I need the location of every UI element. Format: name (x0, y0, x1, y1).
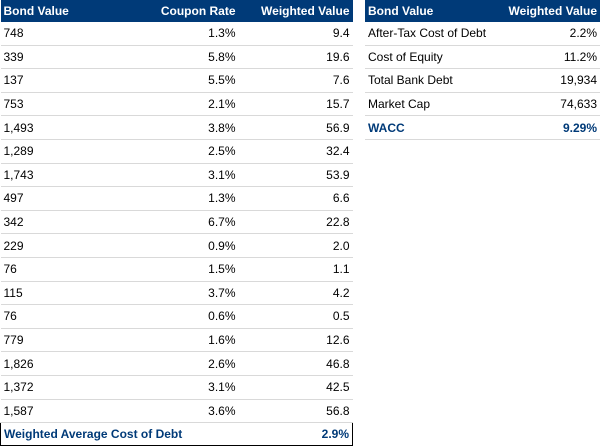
coupon-rate-cell: 3.1% (95, 163, 239, 188)
table-row: 229 0.9% 2.0 (0, 233, 353, 258)
coupon-rate-cell: 3.6% (95, 399, 239, 424)
weighted-value-cell: 15.7 (238, 92, 353, 117)
table-row: 137 5.5% 7.6 (0, 68, 353, 93)
coupon-rate-cell: 5.5% (95, 68, 239, 93)
bond-value-cell: 779 (0, 328, 96, 353)
coupon-rate-cell: 2.6% (95, 351, 239, 376)
weighted-average-label: Weighted Average Cost of Debt (0, 422, 239, 446)
weighted-value-cell: 46.8 (238, 351, 353, 376)
table-row: Cost of Equity 11.2% (365, 45, 600, 70)
coupon-rate-cell: 0.9% (95, 233, 239, 258)
bond-table: Bond Value Coupon Rate Weighted Value 74… (0, 0, 353, 446)
metric-label-cell: WACC (365, 115, 505, 140)
table-row: 753 2.1% 15.7 (0, 92, 353, 117)
metric-value-cell: 9.29% (505, 115, 600, 140)
table-row: 779 1.6% 12.6 (0, 328, 353, 353)
coupon-rate-cell: 0.6% (95, 304, 239, 329)
metric-label-cell: After-Tax Cost of Debt (365, 22, 505, 46)
coupon-rate-cell: 2.1% (95, 92, 239, 117)
coupon-rate-cell: 1.6% (95, 328, 239, 353)
metric-label-cell: Market Cap (365, 92, 505, 117)
header-wacc-bond-value: Bond Value (365, 0, 505, 22)
bond-value-cell: 115 (0, 281, 96, 306)
coupon-rate-cell: 1.3% (95, 22, 239, 46)
weighted-average-value: 2.9% (238, 422, 353, 446)
table-row: 339 5.8% 19.6 (0, 45, 353, 70)
metric-value-cell: 11.2% (505, 45, 600, 70)
bond-value-cell: 1,587 (0, 399, 96, 424)
table-row: 76 1.5% 1.1 (0, 257, 353, 282)
weighted-value-cell: 56.8 (238, 399, 353, 424)
coupon-rate-cell: 3.8% (95, 115, 239, 140)
table-row: 1,587 3.6% 56.8 (0, 399, 353, 424)
weighted-value-cell: 4.2 (238, 281, 353, 306)
coupon-rate-cell: 3.1% (95, 375, 239, 400)
wacc-table: Bond Value Weighted Value After-Tax Cost… (365, 0, 600, 140)
coupon-rate-cell: 1.3% (95, 186, 239, 211)
weighted-value-cell: 12.6 (238, 328, 353, 353)
metric-value-cell: 19,934 (505, 68, 600, 93)
bond-value-cell: 753 (0, 92, 96, 117)
weighted-value-cell: 22.8 (238, 210, 353, 235)
bond-value-cell: 137 (0, 68, 96, 93)
header-coupon-rate: Coupon Rate (95, 0, 239, 22)
header-weighted-value: Weighted Value (238, 0, 353, 22)
weighted-value-cell: 9.4 (238, 22, 353, 46)
table-row: Market Cap 74,633 (365, 92, 600, 117)
coupon-rate-cell: 1.5% (95, 257, 239, 282)
coupon-rate-cell: 5.8% (95, 45, 239, 70)
coupon-rate-cell: 3.7% (95, 281, 239, 306)
metric-value-cell: 2.2% (505, 22, 600, 46)
metric-label-cell: Cost of Equity (365, 45, 505, 70)
bond-table-header-row: Bond Value Coupon Rate Weighted Value (0, 0, 353, 22)
table-row: 1,289 2.5% 32.4 (0, 139, 353, 164)
coupon-rate-cell: 6.7% (95, 210, 239, 235)
header-wacc-weighted-value: Weighted Value (505, 0, 600, 22)
bond-value-cell: 1,493 (0, 115, 96, 140)
weighted-value-cell: 19.6 (238, 45, 353, 70)
bond-value-cell: 1,826 (0, 351, 96, 376)
metric-value-cell: 74,633 (505, 92, 600, 117)
weighted-value-cell: 42.5 (238, 375, 353, 400)
bond-value-cell: 748 (0, 22, 96, 46)
weighted-value-cell: 7.6 (238, 68, 353, 93)
weighted-value-cell: 1.1 (238, 257, 353, 282)
metric-label-cell: Total Bank Debt (365, 68, 505, 93)
weighted-average-row: Weighted Average Cost of Debt 2.9% (0, 422, 353, 446)
header-bond-value: Bond Value (0, 0, 96, 22)
bond-value-cell: 339 (0, 45, 96, 70)
weighted-value-cell: 53.9 (238, 163, 353, 188)
weighted-value-cell: 56.9 (238, 115, 353, 140)
table-row: 748 1.3% 9.4 (0, 22, 353, 46)
bond-value-cell: 497 (0, 186, 96, 211)
bond-value-cell: 229 (0, 233, 96, 258)
bond-value-cell: 1,372 (0, 375, 96, 400)
bond-value-cell: 76 (0, 257, 96, 282)
weighted-value-cell: 0.5 (238, 304, 353, 329)
table-row: 1,372 3.1% 42.5 (0, 375, 353, 400)
weighted-value-cell: 32.4 (238, 139, 353, 164)
table-row: 115 3.7% 4.2 (0, 281, 353, 306)
table-row: 1,743 3.1% 53.9 (0, 163, 353, 188)
table-row: 76 0.6% 0.5 (0, 304, 353, 329)
table-row: 342 6.7% 22.8 (0, 210, 353, 235)
table-row: 1,826 2.6% 46.8 (0, 351, 353, 376)
weighted-value-cell: 2.0 (238, 233, 353, 258)
bond-value-cell: 342 (0, 210, 96, 235)
table-row: 497 1.3% 6.6 (0, 186, 353, 211)
table-row: After-Tax Cost of Debt 2.2% (365, 22, 600, 46)
bond-value-cell: 76 (0, 304, 96, 329)
coupon-rate-cell: 2.5% (95, 139, 239, 164)
table-row: WACC 9.29% (365, 115, 600, 140)
bond-value-cell: 1,289 (0, 139, 96, 164)
weighted-value-cell: 6.6 (238, 186, 353, 211)
table-row: 1,493 3.8% 56.9 (0, 115, 353, 140)
table-row: Total Bank Debt 19,934 (365, 68, 600, 93)
bond-value-cell: 1,743 (0, 163, 96, 188)
wacc-table-header-row: Bond Value Weighted Value (365, 0, 600, 22)
